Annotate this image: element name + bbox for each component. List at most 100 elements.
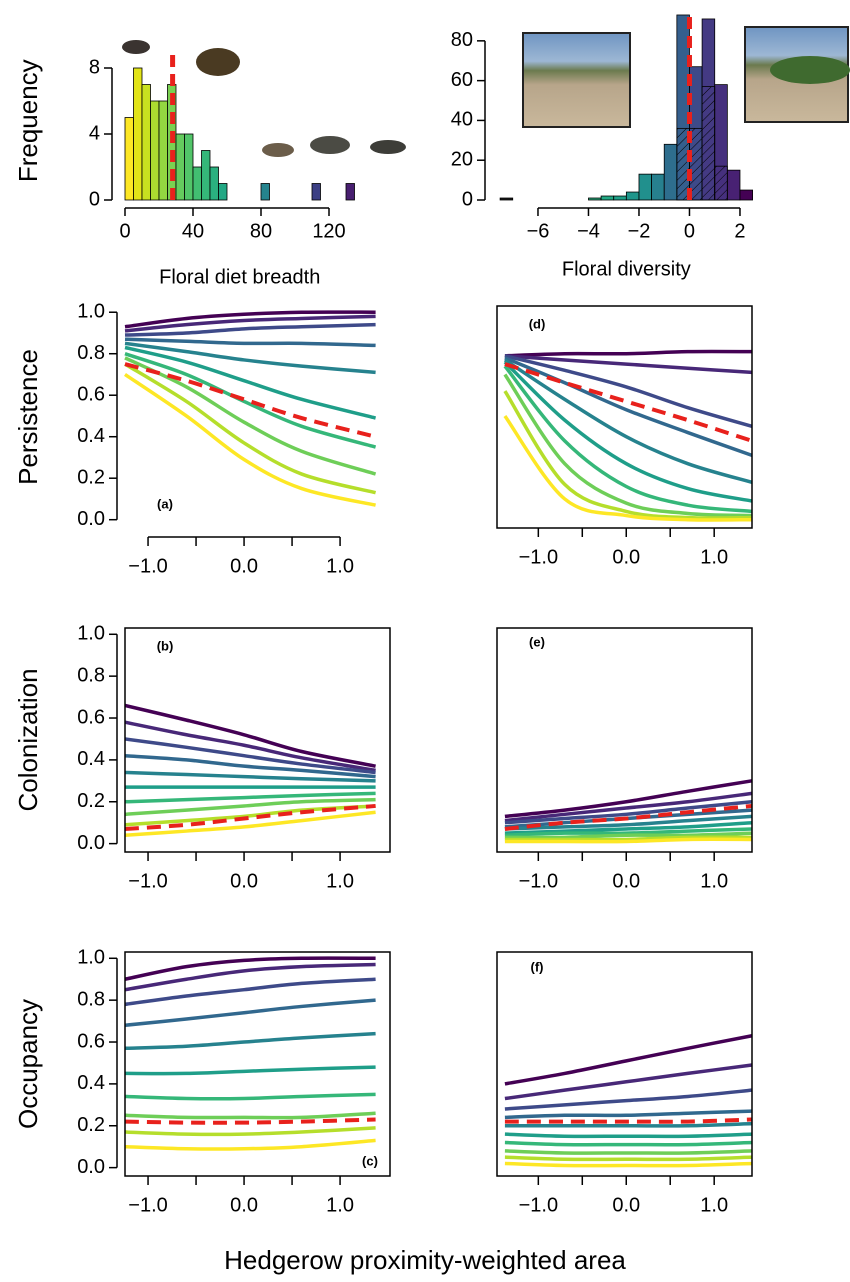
y-axis-title: Frequency: [13, 59, 43, 182]
panel: −1.0 0.0 1.0 0.0 0.2 0.4 0.6 0.8 1.0 Occupancy (c): [13, 947, 391, 1216]
y-tick-label: 0: [89, 188, 100, 210]
x-tick-label: −1.0: [519, 1194, 558, 1216]
bar: [625, 191, 640, 201]
x-tick-label: 0.0: [612, 870, 640, 892]
series-line: [124, 770, 376, 783]
series-line: [503, 360, 753, 503]
x-tick-label: 0.0: [230, 555, 258, 577]
y-tick-label: 0.0: [77, 832, 105, 854]
x-tick-label: 120: [312, 220, 345, 242]
bar: [218, 183, 228, 201]
y-tick-label: 0.0: [77, 1156, 105, 1178]
x-tick-label: −2: [628, 220, 651, 242]
reference-line: [124, 803, 376, 831]
x-tick-label: 0.0: [612, 1194, 640, 1216]
series-line: [124, 797, 376, 817]
series-line: [124, 1138, 376, 1151]
series-line: [503, 414, 753, 522]
bar: [150, 100, 160, 201]
series-line: [504, 1132, 753, 1139]
series-line: [504, 356, 753, 458]
bar: [124, 117, 134, 201]
series-line: [124, 352, 377, 449]
y-axis-title: Persistence: [13, 349, 43, 485]
y-tick-label: 0.6: [77, 383, 105, 405]
plot-frame: [496, 305, 753, 529]
series-line: [504, 831, 753, 840]
x-tick-label: 1.0: [326, 870, 354, 892]
plot-frame: [124, 627, 391, 853]
y-tick-label: 0.0: [77, 508, 105, 530]
bar: [175, 133, 185, 201]
y-tick-label: 20: [451, 148, 473, 170]
series-line: [504, 354, 753, 429]
x-tick-label: 1.0: [326, 1194, 354, 1216]
bar: [260, 183, 270, 201]
series-line: [504, 779, 753, 819]
panel-label: (e): [529, 634, 545, 649]
series-line: [124, 373, 376, 507]
series-line: [124, 737, 376, 775]
hatched-bar: [701, 86, 716, 201]
y-tick-label: 0.4: [77, 1072, 105, 1094]
series-line: [504, 827, 753, 838]
series-line: [504, 1034, 753, 1086]
series-line: [503, 390, 753, 520]
x-tick-label: −1.0: [128, 1194, 167, 1216]
x-tick-label: 40: [182, 220, 204, 242]
x-tick-label: −1.0: [128, 555, 167, 577]
reference-line: [124, 1117, 376, 1125]
y-tick-label: 4: [89, 122, 100, 144]
y-tick-label: 60: [451, 69, 473, 91]
series-line: [504, 1140, 753, 1147]
series-line: [504, 354, 753, 375]
bar: [663, 143, 678, 201]
series-line: [504, 1121, 753, 1128]
bar: [638, 173, 652, 201]
panel: −1.0 0.0 1.0 (d): [496, 305, 753, 568]
series-line: [124, 1031, 376, 1051]
y-tick-label: 0.6: [77, 1030, 105, 1052]
series-line: [504, 1088, 753, 1111]
bar: [141, 84, 151, 201]
series-line: [124, 345, 377, 420]
bar: [600, 195, 615, 201]
series-line: [504, 1109, 753, 1120]
bar: [209, 166, 219, 201]
bar: [499, 197, 514, 201]
series-line: [124, 1126, 376, 1137]
bar: [613, 195, 627, 201]
series-line: [503, 373, 753, 518]
y-tick-label: 0.2: [77, 466, 105, 488]
y-tick-label: 1.0: [77, 301, 105, 323]
y-tick-label: 1.0: [77, 947, 105, 969]
series-line: [504, 820, 753, 835]
series-line: [124, 956, 376, 981]
y-tick-label: 40: [451, 109, 473, 131]
panel-label: (d): [529, 316, 546, 331]
reference-line: [504, 362, 753, 443]
series-line: [124, 962, 376, 992]
series-line: [504, 1155, 753, 1162]
series-line: [124, 322, 376, 337]
bar: [158, 100, 168, 201]
plot-frame: [496, 627, 753, 853]
panel-label: (f): [531, 959, 544, 974]
x-tick-label: 0.0: [612, 546, 640, 568]
x-tick-label: −6: [527, 220, 550, 242]
y-tick-label: 0.2: [77, 790, 105, 812]
series-line: [504, 835, 753, 842]
x-tick-label: 1.0: [700, 546, 728, 568]
bar: [739, 189, 753, 201]
x-tick-label: −1.0: [128, 870, 167, 892]
y-tick-label: 0.8: [77, 988, 105, 1010]
series-line: [504, 349, 753, 358]
y-tick-label: 0.4: [77, 748, 105, 770]
series-line: [124, 341, 376, 375]
series-line: [504, 1063, 753, 1101]
panel: −1.0 0.0 1.0 (e): [496, 627, 753, 892]
series-line: [124, 703, 376, 768]
series-line: [124, 1092, 376, 1101]
panel-label: (a): [157, 496, 173, 511]
series-line: [503, 358, 753, 485]
